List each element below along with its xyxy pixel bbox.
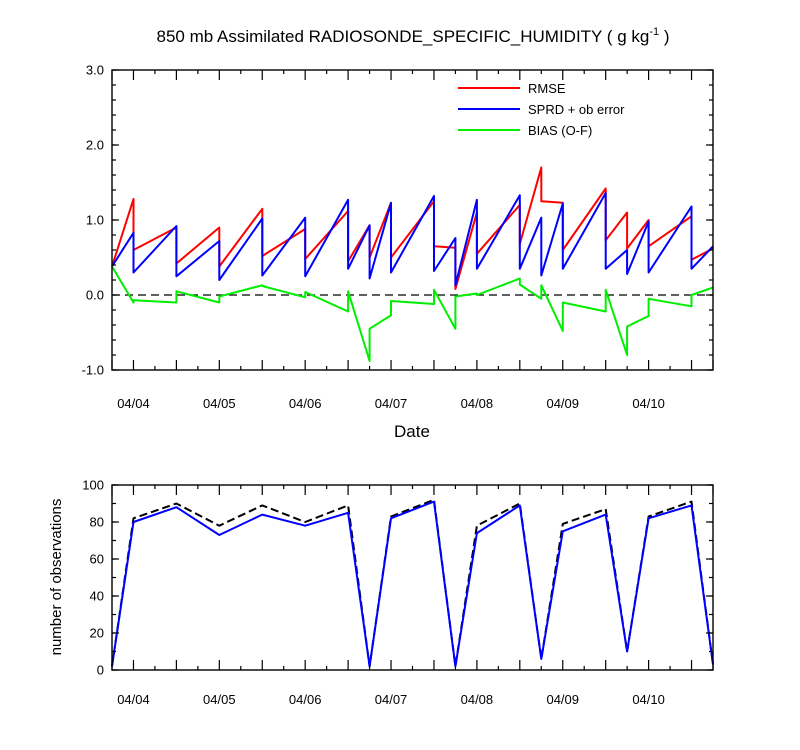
y-tick-label: 3.0	[86, 63, 104, 78]
bottom-series-group	[111, 498, 714, 668]
y-tick-label: 100	[82, 478, 104, 493]
x-tick-label: 04/07	[375, 396, 408, 411]
chart-title: 850 mb Assimilated RADIOSONDE_SPECIFIC_H…	[157, 26, 670, 46]
x-tick-label: 04/09	[546, 692, 579, 707]
x-tick-label: 04/10	[632, 396, 665, 411]
x-tick-label: 04/05	[203, 692, 236, 707]
top-axis-ticks: -1.0 0.0 1.0 2.0 3.0 04/04 04/05 04/06 04/07 04/0…	[82, 63, 714, 411]
y-tick-label: 2.0	[86, 138, 104, 153]
top-series-group	[111, 166, 714, 362]
x-axis-title: Date	[394, 422, 430, 441]
x-tick-label: 04/04	[117, 692, 150, 707]
x-tick-label: 04/05	[203, 396, 236, 411]
x-tick-label: 04/08	[461, 396, 494, 411]
bottom-plot-frame	[111, 484, 714, 671]
bottom-panel-observation-counts: 0 20 40 60 80 100 04/04 04/05 04/06 04/07 04/08 04/…	[48, 478, 714, 707]
top-panel-rmse-spread-bias: 850 mb Assimilated RADIOSONDE_SPECIFIC_H…	[82, 26, 714, 441]
series-line-assimilated-observations	[111, 500, 714, 668]
y-tick-label: 0.0	[86, 288, 104, 303]
y-tick-label: 1.0	[86, 213, 104, 228]
series-line-rmse	[111, 166, 714, 290]
series-line-bias-o-f	[111, 265, 714, 362]
y-tick-label: 20	[90, 626, 104, 641]
x-tick-label: 04/07	[375, 692, 408, 707]
x-tick-label: 04/06	[289, 396, 322, 411]
x-tick-label: 04/08	[461, 692, 494, 707]
x-tick-label: 04/06	[289, 692, 322, 707]
y-tick-label: 80	[90, 515, 104, 530]
legend-label-rmse: RMSE	[528, 81, 566, 96]
x-tick-label: 04/10	[632, 692, 665, 707]
y-tick-label: 0	[97, 663, 104, 678]
y-tick-label: 60	[90, 552, 104, 567]
x-tick-label: 04/09	[546, 396, 579, 411]
series-line-sprd-ob-error	[111, 192, 714, 287]
bottom-axis-ticks: 0 20 40 60 80 100 04/04 04/05 04/06 04/07 04/08 04/…	[82, 478, 714, 707]
y-tick-label: -1.0	[82, 363, 104, 378]
legend: RMSE SPRD + ob error BIAS (O-F)	[458, 81, 625, 138]
x-tick-label: 04/04	[117, 396, 150, 411]
y-tick-label: 40	[90, 589, 104, 604]
legend-label-bias-o-f: BIAS (O-F)	[528, 123, 592, 138]
y-axis-title: number of observations	[48, 499, 65, 656]
legend-label-sprd-ob-error: SPRD + ob error	[528, 102, 625, 117]
